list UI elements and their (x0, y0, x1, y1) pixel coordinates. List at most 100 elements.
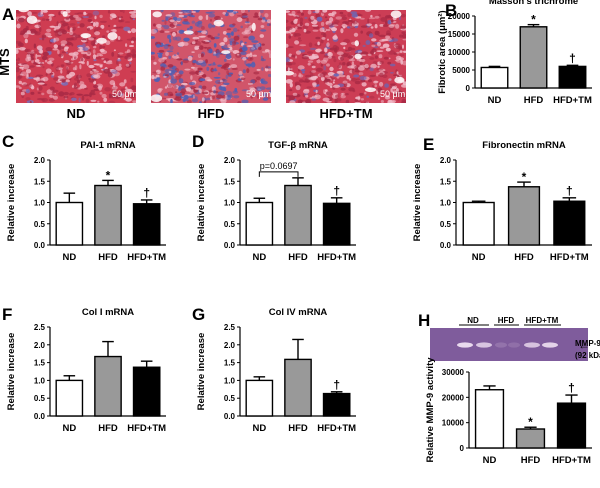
texture-speck (388, 78, 392, 81)
texture-speck (38, 27, 42, 32)
texture-speck (241, 13, 248, 16)
texture-speck (115, 66, 123, 71)
y-tick-label: 2.5 (224, 323, 236, 332)
texture-speck (86, 27, 91, 31)
texture-speck (205, 11, 213, 14)
chart-f: F Col I mRNA Relative increase 0.0 0.5 1.0 1.5… (2, 305, 166, 434)
texture-speck (192, 94, 195, 99)
texture-speck (251, 40, 259, 43)
texture-speck (379, 46, 385, 49)
texture-speck (132, 18, 135, 21)
texture-speck (268, 90, 271, 94)
texture-speck (34, 24, 41, 29)
texture-speck (183, 99, 189, 102)
texture-speck (369, 95, 375, 99)
texture-speck (202, 41, 210, 44)
texture-speck (320, 63, 323, 67)
texture-speck (151, 36, 155, 39)
texture-speck (332, 24, 339, 27)
texture-speck (329, 17, 334, 23)
texture-speck (36, 98, 44, 101)
texture-speck (327, 82, 333, 87)
texture-speck (380, 17, 388, 22)
texture-speck (334, 19, 340, 24)
texture-speck (23, 33, 29, 39)
texture-speck (370, 26, 374, 29)
texture-speck (298, 79, 304, 83)
texture-speck (369, 74, 376, 77)
texture-speck (132, 100, 136, 103)
texture-speck (301, 101, 307, 103)
texture-lumen (354, 53, 362, 60)
texture-speck (93, 74, 101, 79)
texture-speck (323, 92, 327, 94)
texture-speck (109, 13, 116, 17)
texture-speck (82, 43, 86, 48)
texture-speck (54, 31, 62, 37)
histology-image-hfdtm (286, 10, 406, 103)
texture-speck (361, 51, 369, 55)
texture-speck (163, 25, 170, 30)
y-tick-label: 20000 (442, 393, 465, 402)
texture-speck (321, 37, 326, 40)
texture-speck (370, 14, 373, 18)
texture-speck (402, 44, 404, 49)
texture-speck (37, 91, 41, 94)
texture-speck (209, 11, 215, 14)
texture-speck (61, 22, 69, 27)
texture-speck (325, 20, 332, 26)
texture-speck (197, 59, 204, 64)
texture-speck (107, 10, 111, 14)
texture-speck (291, 10, 296, 16)
category-label: HFD (98, 423, 118, 434)
texture-speck (305, 94, 309, 98)
y-tick-label: 1.0 (440, 199, 452, 208)
texture-speck (41, 55, 48, 61)
texture-speck (80, 57, 84, 62)
texture-speck (377, 97, 381, 101)
texture-lumen (152, 11, 162, 18)
texture-speck (337, 65, 341, 69)
texture-speck (106, 30, 110, 33)
texture-speck (254, 43, 261, 48)
texture-speck (311, 65, 316, 69)
texture-speck (379, 81, 384, 87)
texture-speck (199, 70, 202, 73)
texture-speck (312, 75, 318, 79)
texture-speck (111, 52, 115, 57)
texture-speck (83, 87, 88, 90)
band-size: (92 kDa) (575, 351, 600, 360)
texture-speck (163, 75, 167, 78)
texture-speck (253, 94, 257, 97)
texture-speck (129, 61, 132, 65)
texture-speck (156, 23, 162, 28)
texture-speck (173, 84, 179, 90)
texture-speck (113, 94, 121, 99)
significance-dagger: † (566, 184, 573, 198)
texture-speck (94, 27, 102, 31)
image-label-hfd: HFD (198, 106, 225, 121)
texture-speck (244, 59, 247, 65)
texture-speck (152, 76, 157, 79)
texture-speck (174, 96, 182, 101)
texture-speck (168, 55, 172, 59)
texture-speck (157, 26, 162, 31)
texture-speck (194, 22, 200, 27)
bar-hfd (507, 186, 541, 246)
texture-speck (383, 56, 389, 60)
histology-image-hfd-texture (151, 10, 271, 103)
texture-speck (291, 54, 294, 58)
texture-speck (300, 12, 304, 16)
texture-speck (183, 94, 189, 100)
texture-speck (73, 56, 77, 60)
texture-speck (316, 59, 321, 64)
texture-speck (339, 11, 344, 15)
texture-speck (340, 56, 345, 61)
chart-d: D TGF-β mRNA Relative increase 0.0 0.5 1.0 1.5… (192, 132, 356, 263)
category-label: HFD+TM (127, 252, 166, 263)
y-tick-label: 1.5 (34, 177, 46, 186)
significance-dagger: † (569, 51, 576, 65)
texture-speck (295, 15, 301, 19)
texture-speck (94, 55, 99, 57)
texture-speck (196, 23, 203, 28)
